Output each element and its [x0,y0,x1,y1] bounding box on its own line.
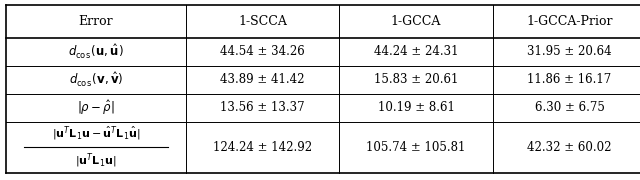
Text: 11.86 ± 16.17: 11.86 ± 16.17 [527,73,612,86]
Text: 15.83 ± 20.61: 15.83 ± 20.61 [374,73,458,86]
Text: 43.89 ± 41.42: 43.89 ± 41.42 [220,73,305,86]
Text: 42.32 ± 60.02: 42.32 ± 60.02 [527,141,612,154]
Text: 10.19 ± 8.61: 10.19 ± 8.61 [378,101,454,114]
Text: 1-GCCA-Prior: 1-GCCA-Prior [526,15,613,28]
Text: 44.24 ± 24.31: 44.24 ± 24.31 [374,45,458,58]
Text: 1-SCCA: 1-SCCA [238,15,287,28]
Text: $|\rho - \hat{\rho}|$: $|\rho - \hat{\rho}|$ [77,98,115,117]
Text: 105.74 ± 105.81: 105.74 ± 105.81 [366,141,466,154]
Text: 13.56 ± 13.37: 13.56 ± 13.37 [220,101,305,114]
Text: $|\mathbf{u}^T\mathbf{L}_1\mathbf{u}|$: $|\mathbf{u}^T\mathbf{L}_1\mathbf{u}|$ [76,151,116,170]
Text: $d_{\cos}(\mathbf{u}, \hat{\mathbf{u}})$: $d_{\cos}(\mathbf{u}, \hat{\mathbf{u}})$ [68,43,124,61]
Text: 44.54 ± 34.26: 44.54 ± 34.26 [220,45,305,58]
Text: $d_{\cos}(\mathbf{v}, \hat{\mathbf{v}})$: $d_{\cos}(\mathbf{v}, \hat{\mathbf{v}})$ [68,71,124,89]
Text: Error: Error [79,15,113,28]
Text: 124.24 ± 142.92: 124.24 ± 142.92 [213,141,312,154]
Text: 6.30 ± 6.75: 6.30 ± 6.75 [534,101,605,114]
Text: $|\mathbf{u}^T\mathbf{L}_1\mathbf{u} - \hat{\mathbf{u}}^T\mathbf{L}_1\hat{\mathb: $|\mathbf{u}^T\mathbf{L}_1\mathbf{u} - \… [52,125,140,143]
Text: 1-GCCA: 1-GCCA [391,15,441,28]
Text: 31.95 ± 20.64: 31.95 ± 20.64 [527,45,612,58]
